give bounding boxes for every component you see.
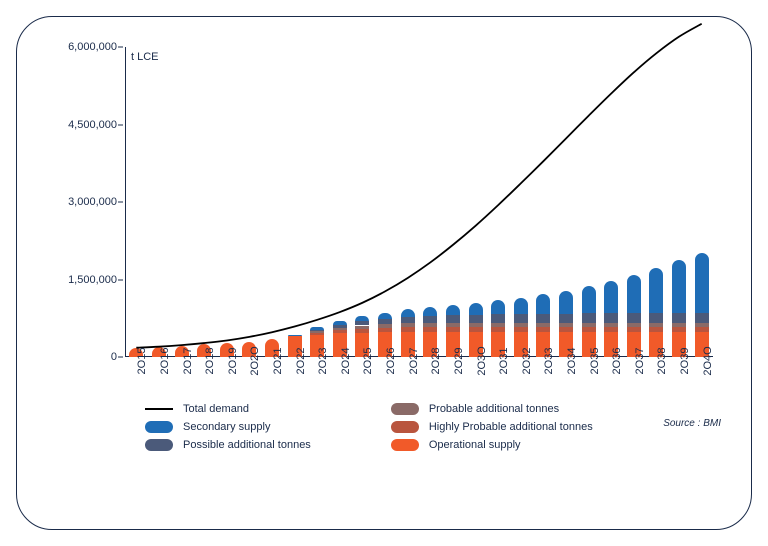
- x-tick-label: 2O3O: [476, 346, 488, 375]
- y-tick-label: 0: [111, 351, 117, 363]
- legend-item-highly_probable: Highly Probable additional tonnes: [391, 421, 593, 433]
- legend-label: Secondary supply: [183, 421, 270, 433]
- chart-area: 0 1,500,000 3,000,000 4,500,000 6,000,000 t …: [45, 37, 723, 397]
- x-tick-label: 2O26: [385, 348, 397, 375]
- legend-column: Probable additional tonnes Highly Probabl…: [391, 403, 593, 451]
- legend: Total demand Secondary supply Possible add…: [45, 403, 723, 451]
- y-tick-mark: [118, 47, 123, 48]
- x-tick-label: 2O37: [634, 348, 646, 375]
- x-tick-label: 2O21: [272, 348, 284, 375]
- x-tick-label: 2O2O: [249, 346, 261, 375]
- x-tick-label: 2O18: [204, 348, 216, 375]
- legend-line-swatch: [145, 408, 173, 410]
- legend-label: Possible additional tonnes: [183, 439, 311, 451]
- x-tick-label: 2O15: [136, 348, 148, 375]
- demand-line-svg: [125, 47, 713, 357]
- legend-swatch: [391, 403, 419, 415]
- y-tick-mark: [118, 202, 123, 203]
- legend-label: Operational supply: [429, 439, 521, 451]
- x-tick-label: 2O25: [362, 348, 374, 375]
- y-tick-mark: [118, 279, 123, 280]
- x-tick-label: 2O28: [430, 348, 442, 375]
- x-tick-label: 2O36: [611, 348, 623, 375]
- x-tick-label: 2O34: [566, 348, 578, 375]
- source-text: Source : BMI: [663, 418, 721, 429]
- x-tick-label: 2O22: [295, 348, 307, 375]
- legend-label: Total demand: [183, 403, 249, 415]
- x-tick-label: 2O24: [340, 348, 352, 375]
- x-tick-label: 2O38: [656, 348, 668, 375]
- legend-item-secondary: Secondary supply: [145, 421, 311, 433]
- x-tick-label: 2O31: [498, 348, 510, 375]
- x-tick-label: 2O17: [182, 348, 194, 375]
- demand-line-path: [136, 24, 701, 348]
- legend-swatch: [391, 421, 419, 433]
- x-tick-label: 2O35: [589, 348, 601, 375]
- y-tick-label: 6,000,000: [68, 41, 117, 53]
- x-axis: 2O152O162O172O182O192O2O2O212O222O232O24…: [125, 359, 713, 397]
- legend-swatch: [145, 439, 173, 451]
- legend-item-operational: Operational supply: [391, 439, 593, 451]
- y-tick-mark: [118, 124, 123, 125]
- y-tick-mark: [118, 357, 123, 358]
- x-tick-label: 2O23: [317, 348, 329, 375]
- x-tick-label: 2O39: [679, 348, 691, 375]
- chart-frame: 0 1,500,000 3,000,000 4,500,000 6,000,000 t …: [16, 16, 752, 530]
- x-tick-label: 2O29: [453, 348, 465, 375]
- legend-label: Highly Probable additional tonnes: [429, 421, 593, 433]
- legend-swatch: [145, 421, 173, 433]
- legend-label: Probable additional tonnes: [429, 403, 559, 415]
- y-tick-label: 1,500,000: [68, 274, 117, 286]
- x-tick-label: 2O32: [521, 348, 533, 375]
- y-axis: 01,500,0003,000,0004,500,0006,000,000: [45, 47, 123, 357]
- x-tick-label: 2O33: [543, 348, 555, 375]
- x-tick-label: 2O16: [159, 348, 171, 375]
- x-tick-label: 2O27: [408, 348, 420, 375]
- x-tick-label: 2O19: [227, 348, 239, 375]
- y-unit-label: t LCE: [131, 51, 159, 63]
- y-tick-label: 3,000,000: [68, 196, 117, 208]
- legend-swatch: [391, 439, 419, 451]
- x-tick-label: 2O4O: [702, 346, 714, 375]
- legend-item-possible: Possible additional tonnes: [145, 439, 311, 451]
- legend-column: Total demand Secondary supply Possible add…: [145, 403, 311, 451]
- legend-item-demand_line: Total demand: [145, 403, 311, 415]
- y-tick-label: 4,500,000: [68, 119, 117, 131]
- plot-region: t LCE: [125, 47, 713, 357]
- legend-item-probable: Probable additional tonnes: [391, 403, 593, 415]
